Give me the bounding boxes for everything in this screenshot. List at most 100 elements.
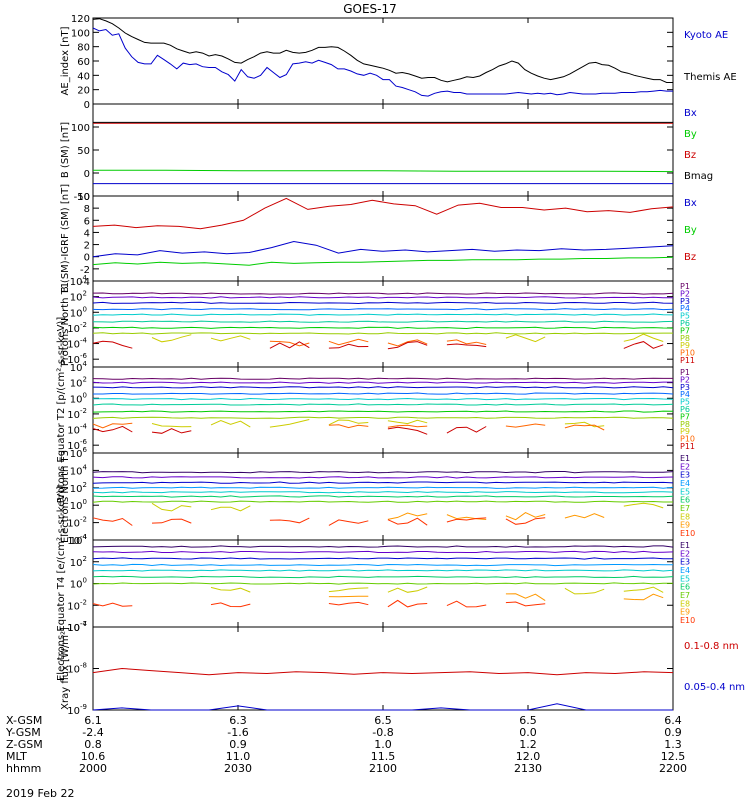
orbit-value: 0.8 xyxy=(84,738,102,751)
legend-entry: P1 xyxy=(680,368,690,377)
y-axis-label: Electrons Equator T4 [e/(cm²-s-sr-keV)] xyxy=(56,486,67,681)
y-tick-label: 0 xyxy=(84,169,90,180)
y-axis-label: Protons North T1 xyxy=(60,282,71,366)
orbit-value: 2000 xyxy=(79,762,107,775)
y-axis-label: Electrons North T3 xyxy=(60,450,71,543)
series-line xyxy=(92,703,673,711)
series-line xyxy=(505,334,546,343)
series-line xyxy=(328,424,369,429)
series-line xyxy=(328,338,369,346)
legend-entry: E2 xyxy=(680,549,690,558)
series-line xyxy=(92,332,673,335)
y-tick-label: 10-8 xyxy=(67,662,87,676)
y-tick-label: 0 xyxy=(84,253,90,264)
series-line xyxy=(505,423,546,428)
orbit-value: -1.6 xyxy=(227,726,248,739)
series-line xyxy=(623,502,664,509)
panel-frame xyxy=(92,103,674,197)
legend-entry: P4 xyxy=(680,304,690,313)
legend-entry: P3 xyxy=(680,383,690,392)
legend-entry: P7 xyxy=(680,412,690,421)
series-line xyxy=(92,563,673,567)
series-line xyxy=(92,256,674,266)
legend-entry: Bx xyxy=(684,108,697,119)
y-tick-label: 100 xyxy=(70,498,87,512)
series-line xyxy=(505,512,546,521)
y-tick-label: 2 xyxy=(84,241,90,252)
legend-entry: Bz xyxy=(684,252,696,263)
y-axis-label: AE_index [nT] xyxy=(60,26,71,95)
orbit-value: 0.9 xyxy=(229,738,247,751)
series-line xyxy=(623,586,664,593)
orbit-value: 6.5 xyxy=(519,714,537,727)
panel-frame xyxy=(92,366,674,454)
legend-entry: P11 xyxy=(680,442,695,451)
panel-6: Electrons North T310-410-2100102104106E1… xyxy=(60,446,695,547)
legend-entry: E1 xyxy=(680,541,690,550)
series-line xyxy=(92,326,674,330)
panel-frame xyxy=(92,17,674,105)
series-line xyxy=(387,419,428,425)
series-line xyxy=(92,517,133,526)
series-line xyxy=(328,519,369,526)
orbit-value: 1.2 xyxy=(519,738,537,751)
series-line xyxy=(92,667,674,676)
y-tick-label: 60 xyxy=(77,57,90,68)
legend-entry: Kyoto AE xyxy=(684,30,728,41)
legend-entry: E2 xyxy=(680,462,690,471)
date-label: 2019 Feb 22 xyxy=(6,787,74,800)
legend-entry: Bz xyxy=(684,150,696,161)
orbit-value: 1.0 xyxy=(374,738,392,751)
series-line xyxy=(92,403,674,406)
series-line xyxy=(505,601,546,607)
series-line xyxy=(92,410,674,413)
series-line xyxy=(269,419,310,428)
y-tick-label: 102 xyxy=(70,481,87,495)
series-line xyxy=(92,296,673,299)
plot-title: GOES-17 xyxy=(343,2,397,16)
legend-entry: E3 xyxy=(680,558,690,567)
series-line xyxy=(92,486,674,489)
y-tick-label: 100 xyxy=(71,123,90,134)
series-line xyxy=(446,426,487,434)
series-line xyxy=(328,601,369,606)
orbit-value: -2.4 xyxy=(82,726,103,739)
legend-entry: Bx xyxy=(684,198,697,209)
panel-8: Xray flux [W/m²]10-910-810-70.1-0.8 nm0.… xyxy=(60,620,745,717)
orbit-value: -0.8 xyxy=(372,726,393,739)
legend-entry: P6 xyxy=(680,319,690,328)
orbit-value: 6.3 xyxy=(229,714,247,727)
legend-entry: E9 xyxy=(680,521,690,530)
y-tick-label: 40 xyxy=(77,71,90,82)
legend-entry: P2 xyxy=(680,375,690,384)
y-tick-label: 80 xyxy=(77,43,90,54)
y-tick-label: 102 xyxy=(70,376,87,390)
legend-entry: P10 xyxy=(680,349,695,358)
orbit-value: 6.4 xyxy=(664,714,682,727)
orbit-value: 2100 xyxy=(369,762,397,775)
legend-entry: P8 xyxy=(680,334,690,343)
orbit-value: 2130 xyxy=(514,762,542,775)
series-line xyxy=(623,593,664,601)
legend-entry: P6 xyxy=(680,405,690,414)
series-line xyxy=(387,341,428,350)
series-line xyxy=(151,423,192,428)
series-line xyxy=(92,301,674,305)
legend-entry: E7 xyxy=(680,504,690,513)
series-line xyxy=(387,599,428,608)
legend-entry: P8 xyxy=(680,420,690,429)
series-line xyxy=(92,240,674,258)
series-line xyxy=(505,517,546,525)
series-line xyxy=(210,335,251,342)
panel-4: Protons North T110-610-410-2100102104P1P… xyxy=(60,274,695,368)
legend-entry: P2 xyxy=(680,289,690,298)
series-line xyxy=(210,505,251,512)
series-line xyxy=(564,513,605,519)
orbit-value: 0.0 xyxy=(519,726,537,739)
series-line xyxy=(93,392,674,395)
legend-entry: E4 xyxy=(680,479,690,488)
legend-entry: E4 xyxy=(680,566,690,575)
series-line xyxy=(387,586,428,593)
series-line xyxy=(92,500,673,503)
